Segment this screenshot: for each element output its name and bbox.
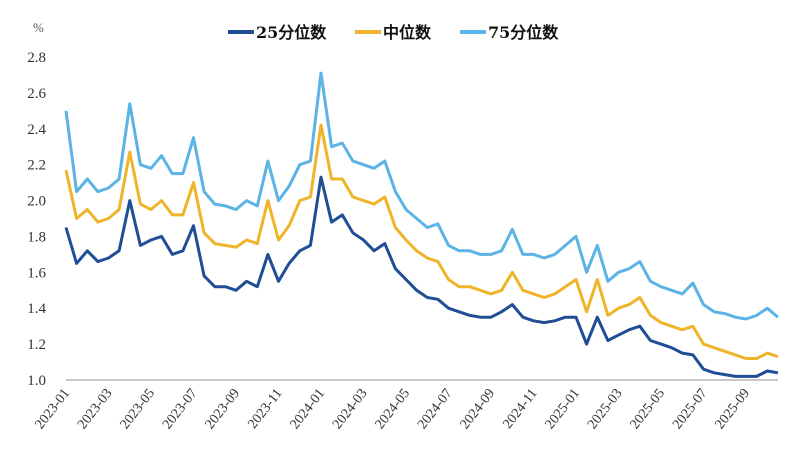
x-tick-label: 2023-05: [118, 386, 159, 432]
y-tick-label: 1.6: [27, 265, 46, 281]
x-axis: 2023-01 2023-03 2023-05 2023-07 2023-09 2023-…: [33, 386, 754, 432]
x-tick-label: 2023-01: [33, 386, 74, 432]
x-tick-label: 2023-09: [203, 386, 244, 432]
x-tick-label: 2025-07: [670, 386, 711, 432]
x-tick-label: 2024-09: [458, 386, 499, 432]
x-tick-label: 2024-07: [415, 386, 456, 432]
x-tick-label: 2024-11: [500, 386, 540, 432]
y-tick-label: 1.8: [27, 229, 46, 245]
x-tick-label: 2023-03: [75, 386, 116, 432]
legend-label: 25分位数: [256, 23, 327, 42]
x-tick-label: 2024-03: [330, 386, 371, 432]
y-tick-label: 1.2: [27, 337, 46, 353]
series-line-p75: [64, 71, 779, 321]
legend-label: 75分位数: [488, 23, 559, 42]
legend: 25分位数 中位数 75分位数: [228, 23, 559, 42]
x-tick-label: 2025-05: [628, 386, 669, 432]
y-tick-label: 2.0: [27, 194, 46, 210]
y-axis-unit-label: %: [33, 20, 44, 35]
y-tick-label: 2.4: [27, 122, 46, 138]
x-tick-label: 2024-05: [373, 386, 414, 432]
y-tick-label: 2.2: [27, 158, 46, 174]
y-axis: 1.0 1.2 1.4 1.6 1.8 2.0 2.2 2.4 2.6 2.8: [27, 50, 46, 389]
y-tick-label: 1.4: [27, 301, 46, 317]
series-lines: [64, 71, 779, 378]
series-line-p25: [64, 175, 779, 378]
legend-label: 中位数: [383, 23, 432, 42]
x-tick-label: 2025-01: [543, 386, 584, 432]
x-tick-label: 2025-09: [713, 386, 754, 432]
y-tick-label: 1.0: [27, 373, 46, 389]
y-tick-label: 2.6: [27, 86, 46, 102]
x-tick-label: 2025-03: [585, 386, 626, 432]
y-tick-label: 2.8: [27, 50, 46, 66]
x-tick-label: 2023-07: [160, 386, 201, 432]
x-tick-label: 2023-11: [245, 386, 285, 432]
x-tick-label: 2024-01: [288, 386, 329, 432]
series-line-median: [64, 123, 779, 360]
